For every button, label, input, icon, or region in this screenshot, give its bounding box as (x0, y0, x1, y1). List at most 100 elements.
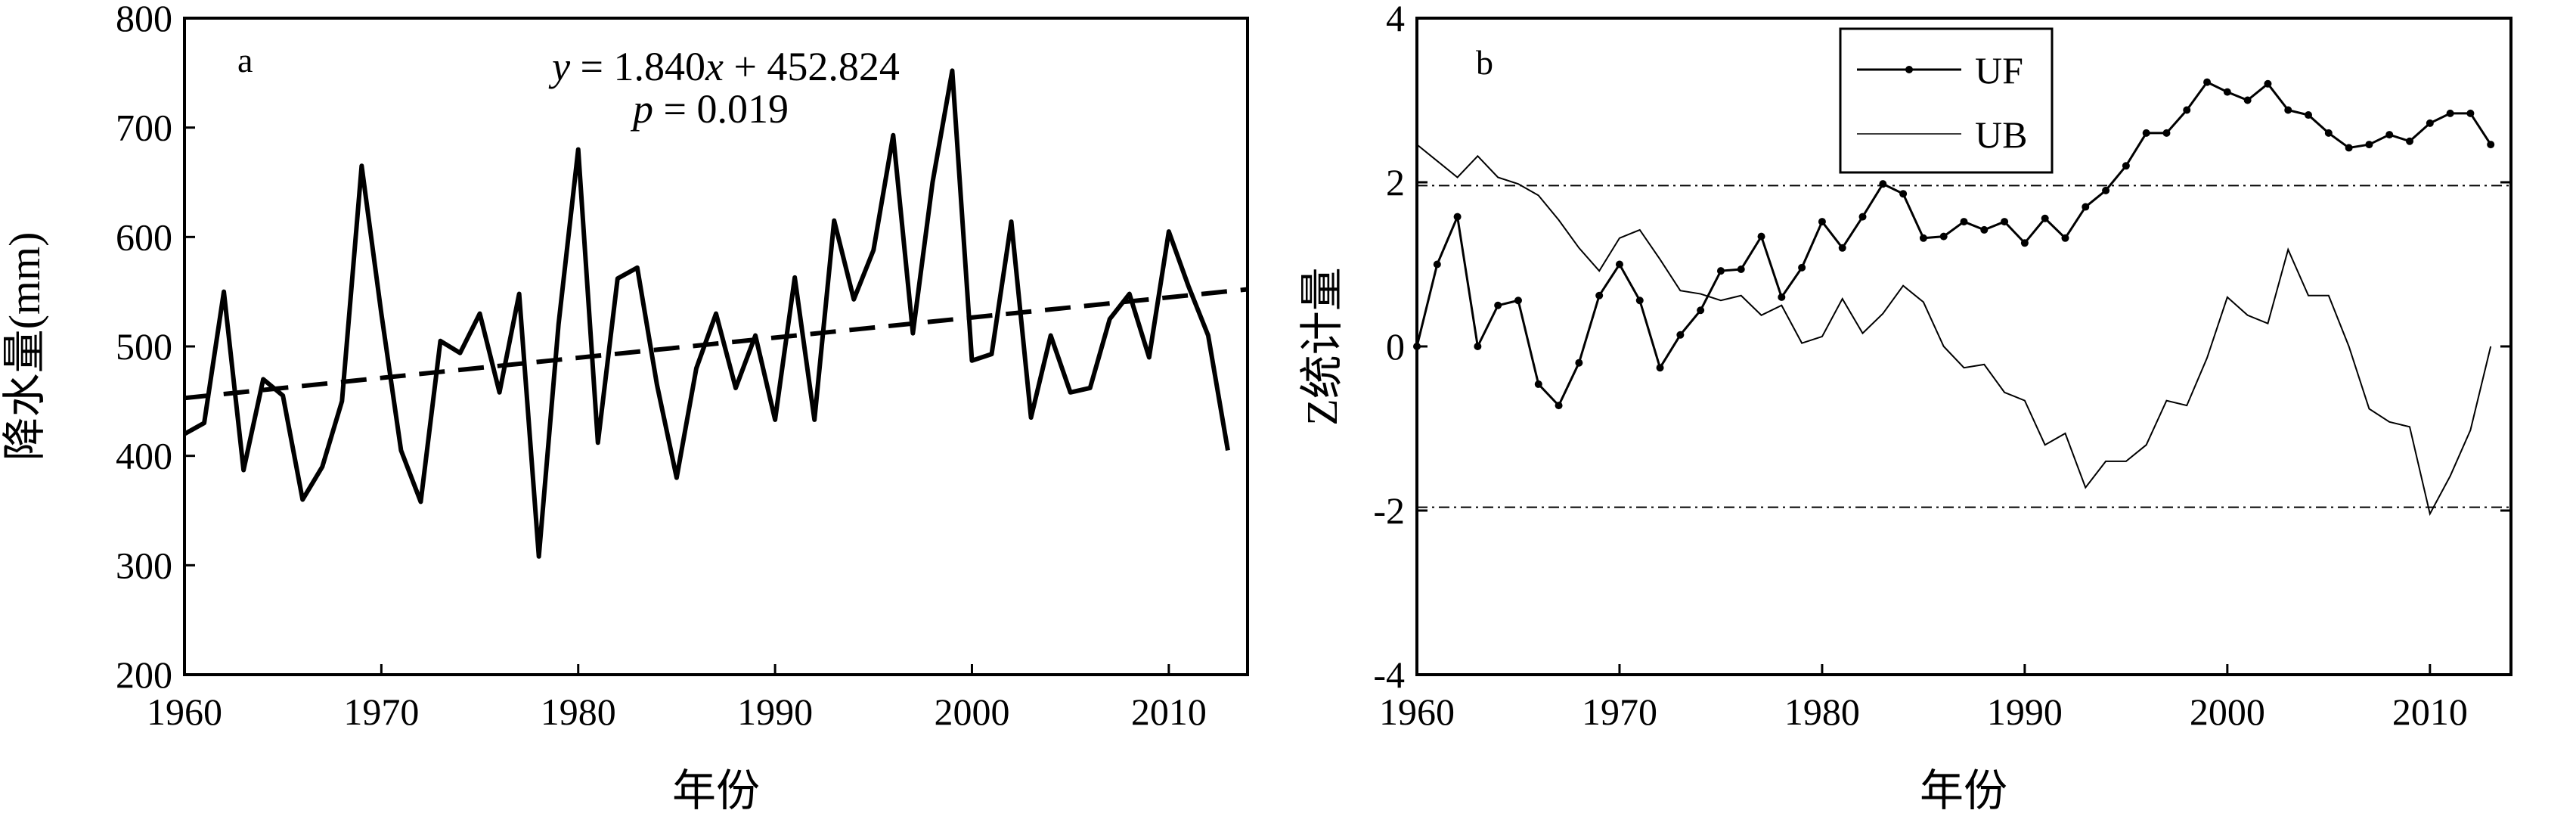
y-tick-label: 600 (116, 216, 172, 258)
uf-point (2122, 162, 2130, 170)
uf-line (1415, 80, 2492, 408)
y-tick-label: 4 (1386, 0, 1405, 39)
uf-point (1737, 265, 1745, 274)
ub-line (1416, 144, 2492, 517)
y-tick-label: 2 (1386, 161, 1405, 203)
uf-point (1939, 232, 1948, 241)
uf-point (2324, 129, 2333, 137)
uf-point (1716, 267, 1725, 275)
y-tick-label: 700 (116, 107, 172, 149)
panel-a-x-axis-label: 年份 (672, 766, 760, 815)
uf-point (2183, 106, 2191, 114)
uf-point (2020, 239, 2029, 247)
uf-point (1656, 364, 1664, 372)
uf-point (2082, 203, 2090, 211)
uf-point (1798, 263, 1806, 272)
uf-point (1494, 301, 1502, 309)
panel-a-ticks: 1960 1970 1980 1990 2000 2010 200 300 400 500 600 7… (116, 0, 1207, 733)
uf-point (2365, 141, 2373, 149)
x-tick-label: 1960 (147, 691, 222, 733)
x-tick-label: 1990 (737, 691, 813, 733)
y-tick-label: 800 (116, 0, 172, 39)
uf-point (1615, 260, 1623, 269)
uf-point (1676, 331, 1685, 339)
uf-point (2102, 186, 2110, 194)
x-tick-label: 1980 (1784, 691, 1860, 733)
uf-point (2061, 234, 2069, 242)
uf-point (1555, 402, 1563, 410)
uf-point (1595, 291, 1604, 300)
uf-point (1534, 380, 1542, 388)
panel-a: 1960 1970 1980 1990 2000 2010 200 300 400 500 600 7… (0, 0, 1249, 815)
uf-point (1879, 180, 1887, 188)
y-tick-label: -4 (1373, 653, 1405, 696)
x-tick-label: 2010 (2392, 691, 2468, 733)
uf-point (1514, 296, 1522, 305)
uf-point (2223, 88, 2231, 96)
uf-point (2345, 144, 2353, 152)
legend-uf-marker (1905, 66, 1913, 73)
uf-point (1980, 225, 1989, 234)
uf-point (2243, 96, 2252, 104)
panel-a-label: a (237, 41, 253, 79)
uf-point (1858, 213, 1867, 221)
uf-point (2041, 214, 2049, 222)
x-tick-label: 1960 (1379, 691, 1455, 733)
uf-point (1575, 359, 1583, 367)
panel-b-y-axis-label: Z统计量 (1297, 267, 1347, 425)
uf-point (1778, 293, 1786, 301)
uf-point (1413, 343, 1421, 350)
y-tick-label: 400 (116, 435, 172, 477)
panel-b-label: b (1476, 43, 1493, 82)
panel-a-y-axis-label: 降水量(mm) (0, 232, 49, 461)
y-tick-label: 200 (116, 653, 172, 696)
uf-point (2487, 141, 2495, 149)
uf-point (1919, 234, 1927, 242)
legend-ub-label: UB (1975, 113, 2027, 156)
precipitation-line (183, 68, 1230, 559)
uf-point (1960, 218, 1968, 226)
uf-point (1899, 190, 1908, 198)
uf-point (1635, 296, 1644, 305)
y-tick-label: -2 (1373, 489, 1405, 532)
uf-point (1757, 232, 1765, 241)
regression-equation: y = 1.840x + 452.824 (548, 44, 900, 89)
uf-point (1433, 260, 1441, 269)
x-tick-label: 2010 (1131, 691, 1207, 733)
x-tick-label: 1970 (1582, 691, 1657, 733)
uf-point (1474, 343, 1482, 350)
uf-point (2142, 129, 2150, 137)
uf-point (1818, 218, 1826, 226)
panel-b-plot (1413, 78, 2511, 517)
uf-point (2446, 109, 2454, 117)
p-value-annotation: p = 0.019 (630, 86, 789, 132)
uf-point (2001, 218, 2009, 226)
uf-point (2426, 119, 2434, 127)
uf-point (2284, 106, 2292, 114)
uf-point (2385, 131, 2394, 139)
uf-point (2406, 137, 2414, 145)
uf-point (2162, 129, 2171, 137)
uf-point (2203, 78, 2212, 86)
x-tick-label: 2000 (2190, 691, 2265, 733)
y-tick-label: 0 (1386, 325, 1405, 368)
trend-line (184, 287, 1248, 401)
y-tick-label: 500 (116, 325, 172, 368)
legend: UF UB (1839, 27, 2054, 174)
x-tick-label: 2000 (934, 691, 1009, 733)
uf-point (2466, 109, 2475, 117)
uf-point (1697, 306, 1705, 315)
panel-a-plot (183, 68, 1248, 559)
legend-box (1839, 27, 2054, 174)
uf-point (1453, 213, 1462, 221)
x-tick-label: 1970 (343, 691, 419, 733)
panel-b-x-axis-label: 年份 (1920, 766, 2007, 815)
uf-point (1838, 244, 1846, 252)
legend-uf-label: UF (1975, 49, 2023, 92)
y-tick-label: 300 (116, 544, 172, 586)
uf-point (2264, 79, 2272, 88)
panel-b-ticks: 1960 1970 1980 1990 2000 2010 -4 -2 0 2 4 (1373, 0, 2511, 733)
x-tick-label: 1980 (541, 691, 616, 733)
